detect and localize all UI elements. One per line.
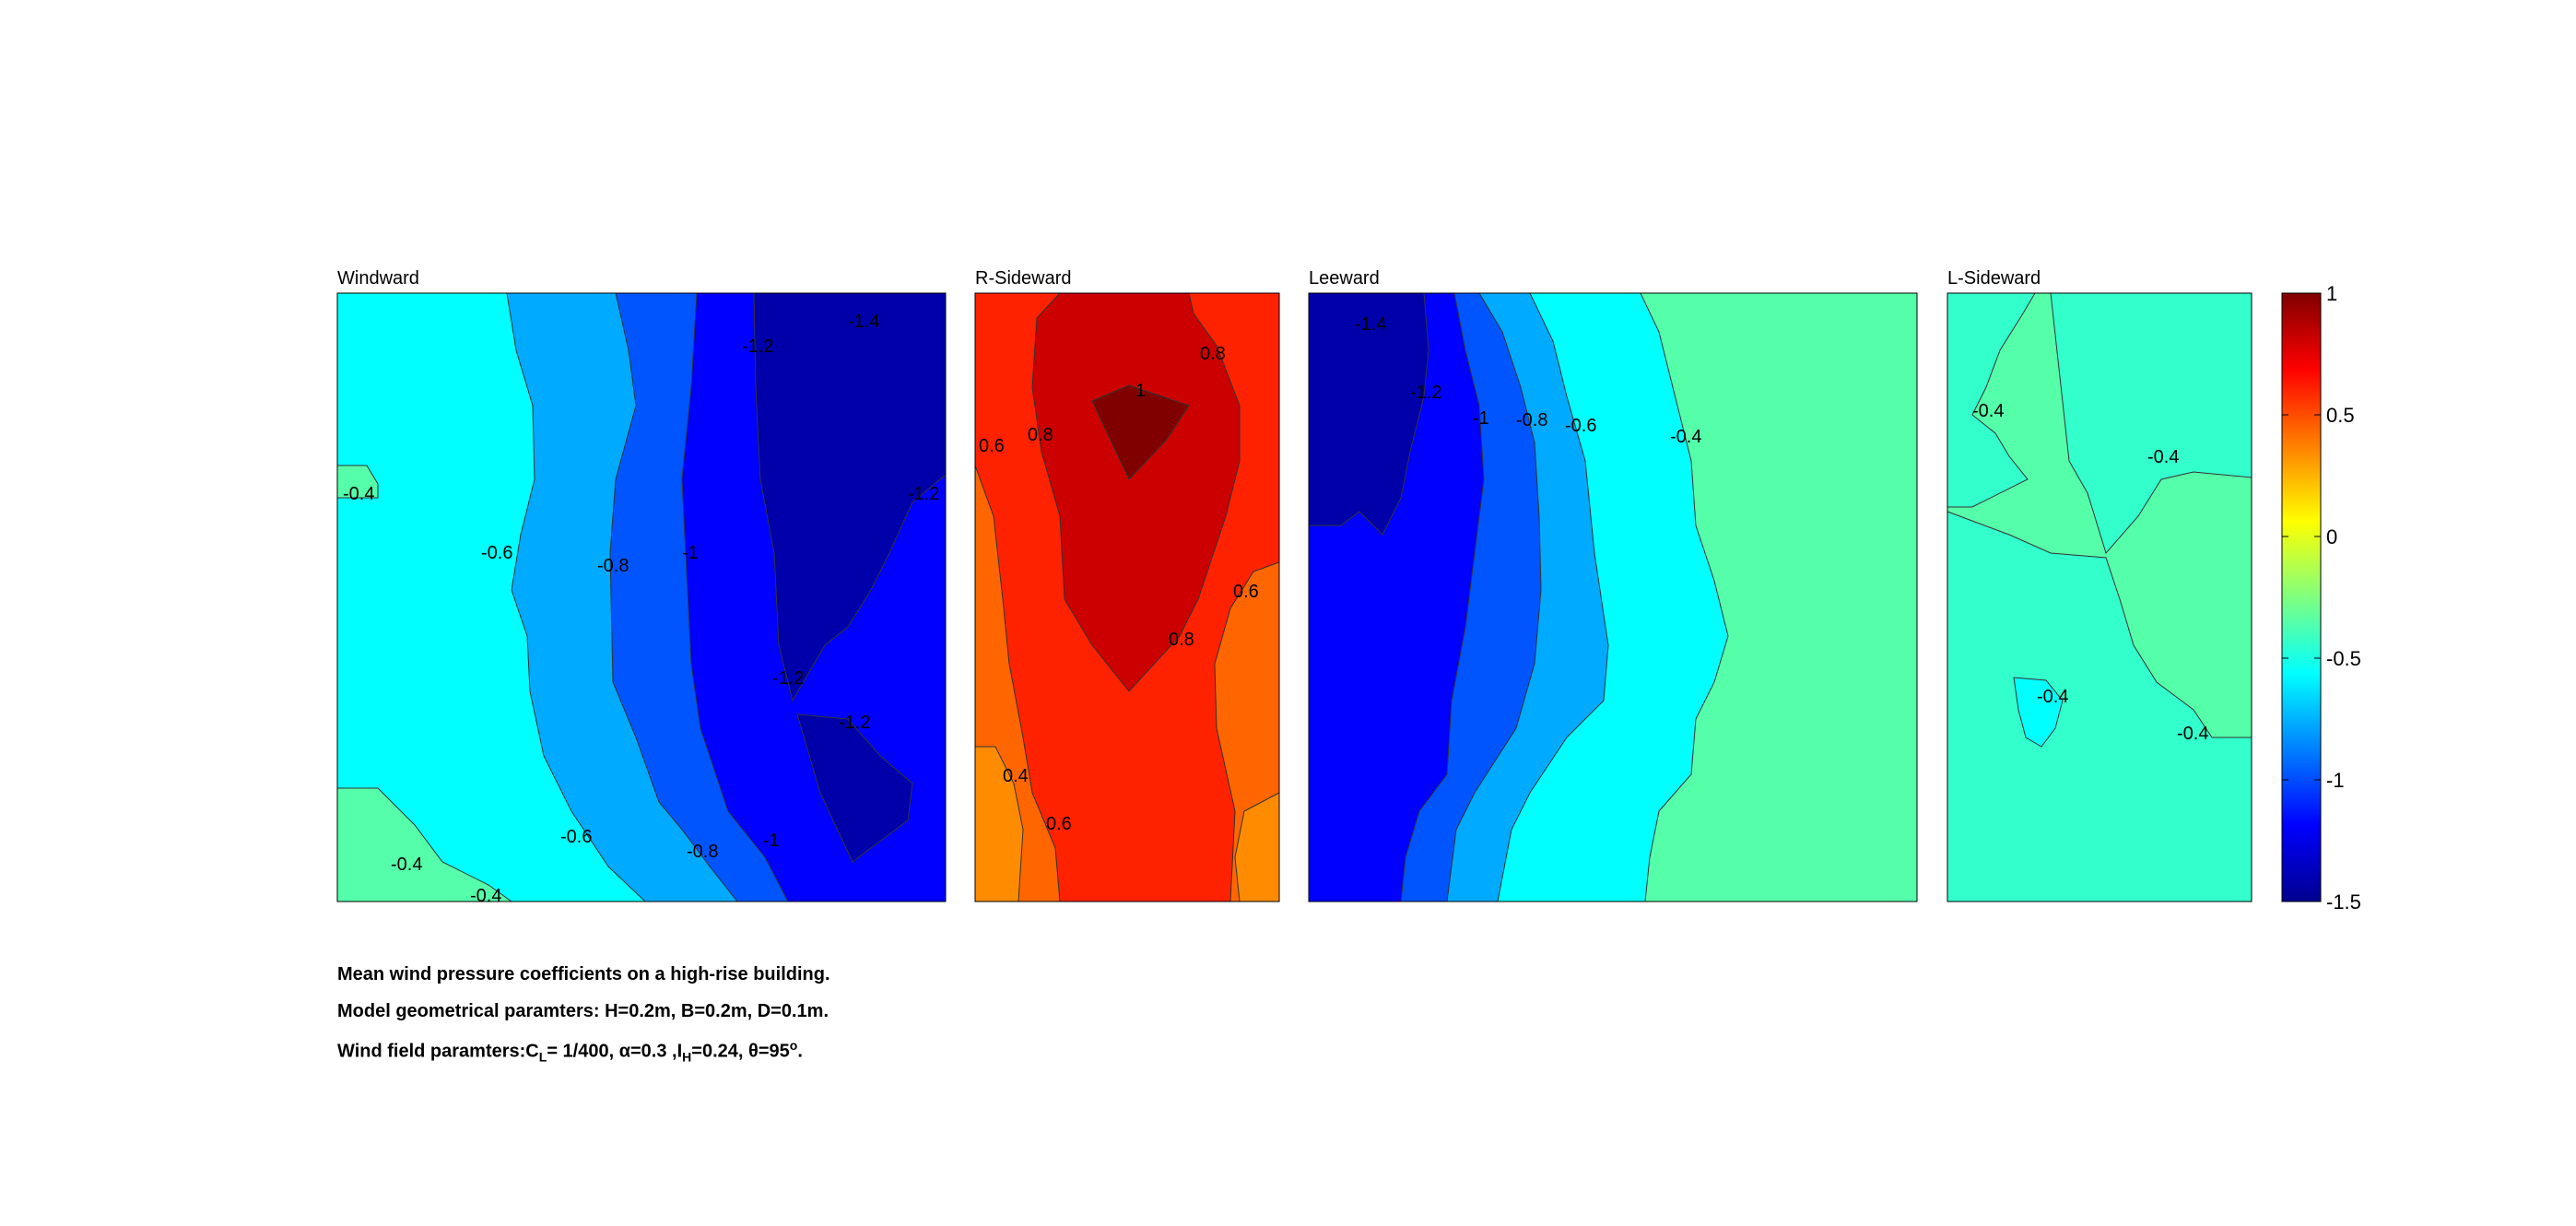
contour-label: -1 xyxy=(763,831,780,851)
panel-windward: Windward xyxy=(336,268,947,902)
contour-label: -0.4 xyxy=(343,484,374,504)
contour-label: 0.4 xyxy=(1003,766,1029,786)
colorbar: 1 0.5 0 -0.5 -1 -1.5 xyxy=(2281,282,2361,914)
panel-title-leeward: Leeward xyxy=(1309,268,1380,289)
contour-labels: -0.4 -0.6 -0.8 -1 -1.2 -1.2 -1.4 -1.2 -1… xyxy=(343,312,2208,906)
panel-r-sideward: R-Sideward xyxy=(974,268,1280,902)
contour-label: -0.6 xyxy=(481,543,512,563)
colorbar-tick-label: -1 xyxy=(2326,769,2345,792)
contour-fills-r-sideward xyxy=(974,292,1280,902)
contour-label: 0.6 xyxy=(1046,814,1072,834)
caption-line-3: Wind field paramters:CL= 1/400, α=0.3 ,I… xyxy=(337,1038,803,1065)
contour-label: -0.8 xyxy=(687,842,718,862)
contour-label: -0.8 xyxy=(597,556,629,576)
contour-fills-windward xyxy=(336,292,947,902)
contour-label: 1 xyxy=(1135,381,1146,401)
frame-r-sideward xyxy=(974,292,1280,902)
band-windward-1.4-upper xyxy=(753,292,947,702)
contour-label: -1.2 xyxy=(1410,383,1441,403)
band-leeward-1.4 xyxy=(1308,292,1429,536)
frame-windward xyxy=(336,292,947,902)
contour-label: 0.8 xyxy=(1200,344,1226,364)
band-l-0.6 xyxy=(2013,677,2064,748)
colorbar-ticks: 1 0.5 0 -0.5 -1 -1.5 xyxy=(2282,282,2361,914)
colorbar-tick-label: 1 xyxy=(2326,282,2337,305)
caption-line-3-after: =0.24, θ=95 xyxy=(691,1041,790,1062)
panel-title-l-sideward: L-Sideward xyxy=(1947,268,2041,289)
colorbar-tick-label: -0.5 xyxy=(2326,647,2361,670)
contour-label: -0.6 xyxy=(560,827,592,847)
panel-leeward: Leeward xyxy=(1308,268,1918,902)
contour-label: -1.2 xyxy=(839,713,870,733)
panel-title-windward: Windward xyxy=(337,268,419,289)
colorbar-tick-label: -1.5 xyxy=(2326,890,2361,914)
caption-line-1: Mean wind pressure coefficients on a hig… xyxy=(337,964,830,984)
colorbar-gradient xyxy=(2281,292,2322,902)
contour-label: 0.8 xyxy=(1169,630,1194,650)
caption-line-3-end: . xyxy=(797,1041,803,1062)
contour-label: 0.6 xyxy=(1233,582,1259,602)
contour-label: -1 xyxy=(1473,408,1489,429)
colorbar-tick-label: 0 xyxy=(2326,525,2337,548)
band-r-1.0 xyxy=(1031,292,1241,692)
contour-label: -1.4 xyxy=(848,312,879,332)
panel-frames xyxy=(336,292,2253,902)
caption-line-2: Model geometrical paramters: H=0.2m, B=0… xyxy=(337,1001,829,1021)
panel-title-r-sideward: R-Sideward xyxy=(975,268,1071,289)
contour-label: -1 xyxy=(682,543,699,563)
band-l-0.4-upper xyxy=(1947,292,2036,508)
contour-label: -1.2 xyxy=(742,336,773,357)
caption-line-3-prefix: Wind field paramters:C xyxy=(337,1041,539,1062)
contour-label: -1.2 xyxy=(908,484,939,504)
contour-label: -0.4 xyxy=(1670,427,1701,447)
contour-fills-leeward xyxy=(1308,292,1918,902)
band-windward-1.4-lower xyxy=(796,713,913,863)
colorbar-tick-label: 0.5 xyxy=(2326,404,2355,427)
frame-l-sideward xyxy=(1947,292,2253,902)
contour-fills-l-sideward xyxy=(1947,292,2253,902)
contour-label: -0.4 xyxy=(2037,687,2068,707)
caption-line-3-sub-h: H xyxy=(682,1049,692,1065)
contour-label: -1.4 xyxy=(1355,314,1386,335)
contour-label: 0.8 xyxy=(1028,425,1053,445)
caption-line-3-mid: = 1/400, α=0.3 ,I xyxy=(547,1041,683,1062)
caption-line-3-sup: o xyxy=(789,1038,798,1053)
band-r-1.2 xyxy=(1091,384,1190,480)
panel-l-sideward: L-Sideward xyxy=(1947,268,2253,902)
contour-label: -1.2 xyxy=(772,668,804,689)
frame-leeward xyxy=(1308,292,1918,902)
contour-label: -0.4 xyxy=(1972,401,2004,421)
contour-label: -0.4 xyxy=(391,855,422,875)
contour-label: -0.6 xyxy=(1565,416,1596,436)
contour-label: -0.4 xyxy=(470,886,501,906)
contour-label: -0.8 xyxy=(1516,410,1547,430)
contour-label: 0.6 xyxy=(979,436,1005,456)
contour-label: -0.4 xyxy=(2147,447,2179,467)
caption-line-3-sub-l: L xyxy=(538,1049,547,1065)
contour-label: -0.4 xyxy=(2177,724,2208,744)
